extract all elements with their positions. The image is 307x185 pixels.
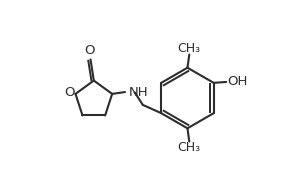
Text: O: O [64,86,75,100]
Text: O: O [84,44,94,57]
Text: CH₃: CH₃ [178,42,201,55]
Text: OH: OH [227,75,247,88]
Text: NH: NH [128,85,148,99]
Text: CH₃: CH₃ [178,142,201,154]
